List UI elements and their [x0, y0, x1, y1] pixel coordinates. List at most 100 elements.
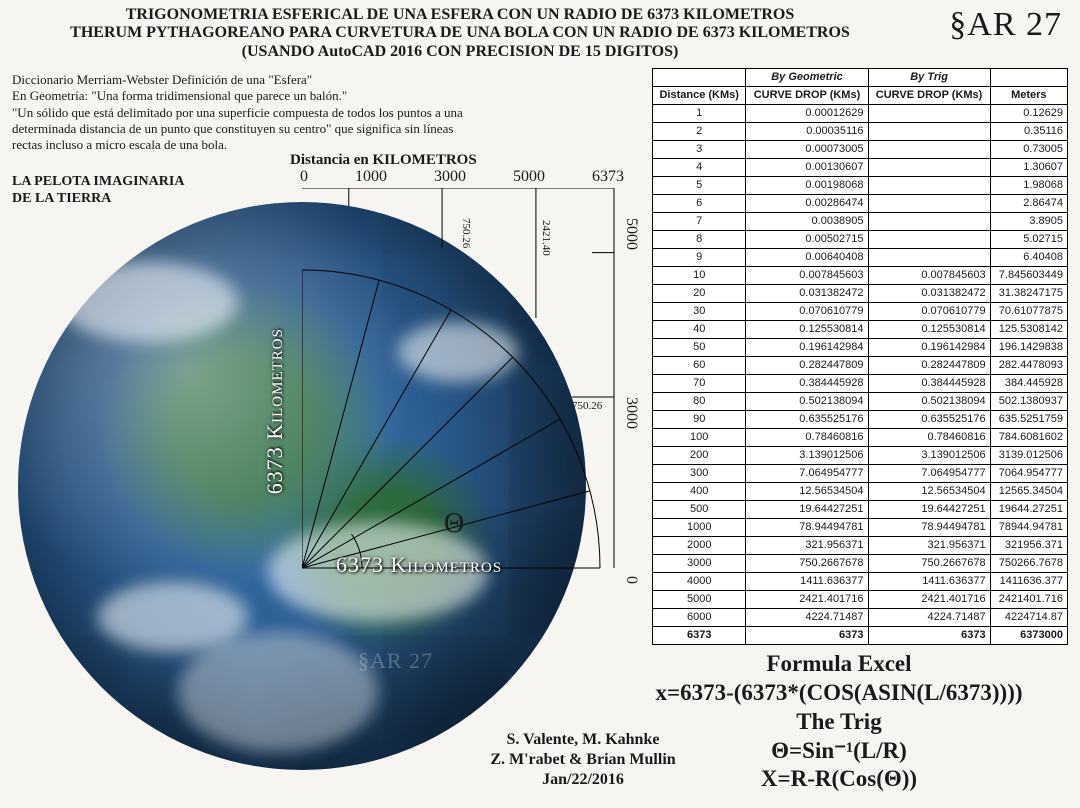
table-cell: 6.40408: [990, 249, 1067, 267]
table-cell: 500: [653, 501, 746, 519]
table-cell: 321956.371: [990, 537, 1067, 555]
drop-annotation-3: 750.26: [572, 400, 602, 412]
table-cell: 3.139012506: [746, 447, 868, 465]
table-cell: 3.8905: [990, 213, 1067, 231]
table-row: 3000750.2667678750.2667678750266.7678: [653, 555, 1068, 573]
table-cell: 40: [653, 321, 746, 339]
table-row: 30.000730050.73005: [653, 141, 1068, 159]
table-cell: 6: [653, 195, 746, 213]
table-cell: 0.35116: [990, 123, 1067, 141]
table-cell: 1411636.377: [990, 573, 1067, 591]
table-cell: 78.94494781: [868, 519, 990, 537]
table-cell: 50: [653, 339, 746, 357]
table-cell: 4: [653, 159, 746, 177]
table-cell: 300: [653, 465, 746, 483]
axis-tick: 5000: [513, 168, 545, 190]
table-cell: 78944.94781: [990, 519, 1067, 537]
table-cell: 2421.401716: [746, 591, 868, 609]
table-cell: 6373: [868, 627, 990, 645]
table-cell: 384.445928: [990, 375, 1067, 393]
table-cell: 3139.012506: [990, 447, 1067, 465]
table-cell: [868, 177, 990, 195]
table-row: 800.5021380940.502138094502.1380937: [653, 393, 1068, 411]
table-cell: 0.0038905: [746, 213, 868, 231]
table-cell: 4000: [653, 573, 746, 591]
title-line-1: TRIGONOMETRIA ESFERICAL DE UNA ESFERA CO…: [0, 6, 920, 24]
table-cell: 1: [653, 105, 746, 123]
axis-tick: 0: [618, 576, 640, 584]
table-row: 90.006404086.40408: [653, 249, 1068, 267]
definition-block: Diccionario Merriam-Webster Definición d…: [12, 72, 632, 153]
table-cell: 1.30607: [990, 159, 1067, 177]
table-row: 100078.9449478178.9449478178944.94781: [653, 519, 1068, 537]
table-cell: [868, 195, 990, 213]
axis-tick: 5000: [618, 218, 640, 250]
table-row: 300.0706107790.07061077970.61077875: [653, 303, 1068, 321]
drop-annotation-1: 750.26: [460, 218, 472, 248]
drop-annotation-2: 2421.40: [540, 220, 552, 256]
table-cell: 6000: [653, 609, 746, 627]
table-row: 10.000126290.12629: [653, 105, 1068, 123]
table-cell: 0.125530814: [746, 321, 868, 339]
table-cell: 12.56534504: [746, 483, 868, 501]
table-cell: 1000: [653, 519, 746, 537]
table-cell: 31.38247175: [990, 285, 1067, 303]
table-cell: 3.139012506: [868, 447, 990, 465]
axis-tick: 3000: [434, 168, 466, 190]
table-cell: 7.845603449: [990, 267, 1067, 285]
table-cell: [868, 141, 990, 159]
table-cell: 0.282447809: [868, 357, 990, 375]
table-cell: 784.6081602: [990, 429, 1067, 447]
table-cell: 1411.636377: [868, 573, 990, 591]
table-superhead-trig: By Trig: [868, 69, 990, 87]
table-row: 200.0313824720.03138247231.38247175: [653, 285, 1068, 303]
defn-l1: Diccionario Merriam-Webster Definición d…: [12, 72, 632, 88]
table-row: 500.1961429840.196142984196.1429838: [653, 339, 1068, 357]
table-cell: 0.00640408: [746, 249, 868, 267]
table-cell: 0.125530814: [868, 321, 990, 339]
table-cell: 125.5308142: [990, 321, 1067, 339]
table-cell: 502.1380937: [990, 393, 1067, 411]
table-cell: 12.56534504: [868, 483, 990, 501]
table-cell: 635.5251759: [990, 411, 1067, 429]
defn-l5: rectas incluso a micro escala de una bol…: [12, 137, 632, 153]
table-cell: 0.00286474: [746, 195, 868, 213]
table-cell: 0.031382472: [868, 285, 990, 303]
table-cell: 0.070610779: [868, 303, 990, 321]
table-cell: 400: [653, 483, 746, 501]
table-cell: 2.86474: [990, 195, 1067, 213]
table-cell: 0.502138094: [868, 393, 990, 411]
table-cell: [868, 123, 990, 141]
table-row: 50019.6442725119.6442725119644.27251: [653, 501, 1068, 519]
table-row: 40012.5653450412.5653450412565.34504: [653, 483, 1068, 501]
table-cell: 0.007845603: [746, 267, 868, 285]
table-cell: 0.196142984: [868, 339, 990, 357]
earth-globe: [18, 202, 586, 770]
radius-label-vertical: 6373 Kilometros: [262, 328, 288, 494]
table-row: 50.001980681.98068: [653, 177, 1068, 195]
table-row: 700.3844459280.384445928384.445928: [653, 375, 1068, 393]
table-cell: 4224714.87: [990, 609, 1067, 627]
table-cell: 0.282447809: [746, 357, 868, 375]
table-row: 60004224.714874224.714874224714.87: [653, 609, 1068, 627]
table-cell: 5.02715: [990, 231, 1067, 249]
table-cell: 0.384445928: [746, 375, 868, 393]
formula-excel-body: x=6373-(6373*(COS(ASIN(L/6373)))): [616, 679, 1062, 708]
table-cell: 2: [653, 123, 746, 141]
table-cell: 321.956371: [868, 537, 990, 555]
table-cell: 0.635525176: [868, 411, 990, 429]
table-cell: 321.956371: [746, 537, 868, 555]
earth-diagram: 0 1000 3000 5000 6373 5000 3000 0 750.26…: [18, 168, 628, 788]
table-cell: 3: [653, 141, 746, 159]
table-cell: 196.1429838: [990, 339, 1067, 357]
title-line-3: (USANDO AutoCAD 2016 CON PRECISION DE 15…: [0, 43, 920, 61]
defn-l4: determinada distancia de un punto que co…: [12, 121, 632, 137]
table-cell: 7.064954777: [746, 465, 868, 483]
table-cell: 0.384445928: [868, 375, 990, 393]
title-block: TRIGONOMETRIA ESFERICAL DE UNA ESFERA CO…: [0, 6, 920, 61]
table-cell: 6373000: [990, 627, 1067, 645]
table-cell: 70: [653, 375, 746, 393]
table-cell: 70.61077875: [990, 303, 1067, 321]
table-cell: 7.064954777: [868, 465, 990, 483]
sar-badge: §AR 27: [949, 6, 1062, 44]
